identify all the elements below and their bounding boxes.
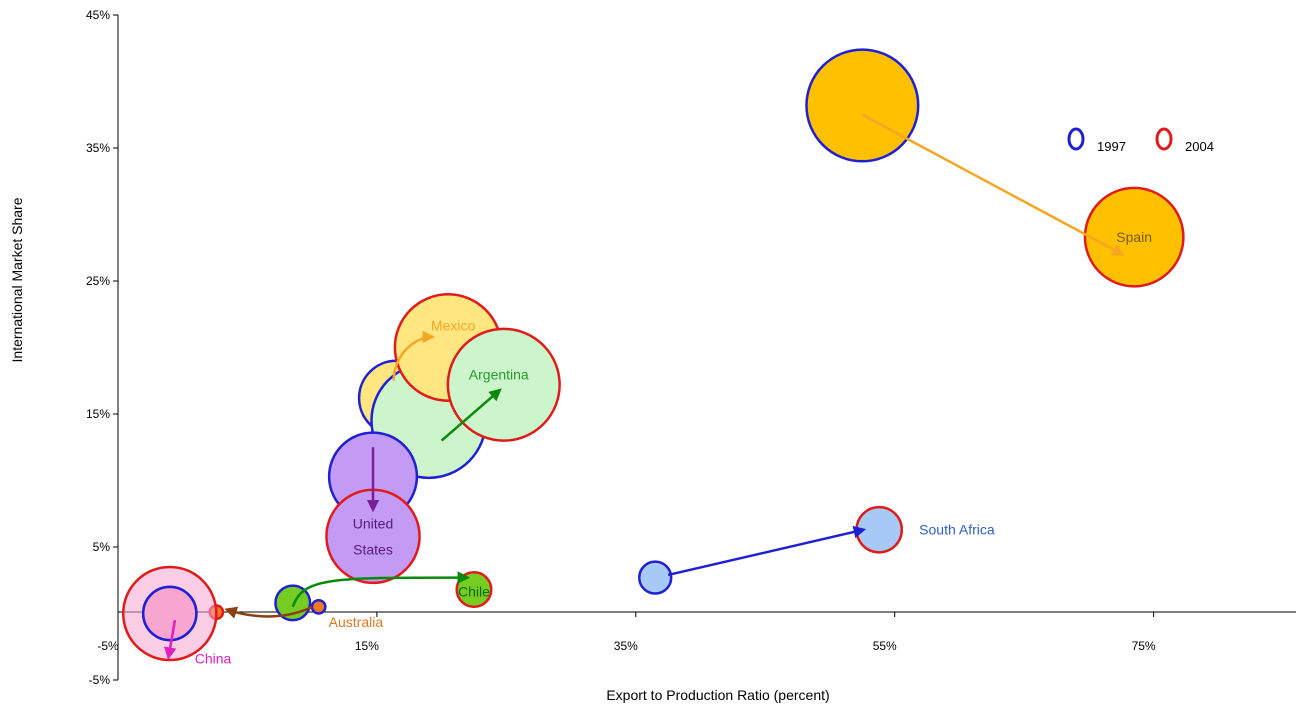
arrow-china: [164, 619, 177, 660]
y-tick-label: 45%: [86, 8, 110, 22]
bubble-2004-china: [121, 565, 218, 662]
arrow-argentina: [440, 388, 502, 442]
point-label-mexico: Mexico: [431, 318, 476, 334]
x-axis-title: Export to Production Ratio (percent): [606, 687, 829, 703]
point-label-united-states: States: [353, 541, 393, 557]
point-label-south-africa: South Africa: [919, 522, 995, 538]
x-tick-label: -5%: [97, 639, 119, 653]
bubble-1997-south-africa: [638, 560, 673, 595]
y-axis-title: International Market Share: [9, 197, 25, 362]
y-tick-label: 35%: [86, 141, 110, 155]
bubble-1997-china-outline: [141, 585, 198, 642]
legend-marker-1997: [1067, 127, 1085, 151]
arrow-chile: [291, 571, 471, 608]
arrow-mexico: [392, 330, 436, 381]
arrows: [164, 113, 1125, 660]
legend: 1997 2004: [1067, 127, 1214, 154]
point-label-australia: Australia: [329, 614, 384, 630]
legend-label-2004: 2004: [1185, 139, 1214, 154]
x-tick-label: 55%: [873, 639, 897, 653]
x-tick-label: 35%: [614, 639, 638, 653]
point-labels: Spain Mexico Argentina United States South Af…: [195, 229, 1152, 666]
arrow-south-africa: [667, 525, 867, 577]
y-tick-label: -5%: [89, 673, 111, 687]
bubble-1997-spain: [805, 48, 920, 163]
point-label-spain: Spain: [1116, 229, 1152, 245]
point-label-china: China: [195, 651, 232, 667]
bubbles: [121, 48, 1185, 662]
point-label-united-states: United: [353, 515, 393, 531]
legend-marker-2004: [1155, 127, 1173, 151]
x-tick-label: 15%: [355, 639, 379, 653]
y-tick-label: 25%: [86, 274, 110, 288]
arrow-australia: [224, 605, 313, 619]
bubble-2004-argentina: [446, 327, 561, 442]
y-tick-label: 15%: [86, 407, 110, 421]
point-label-chile: Chile: [458, 584, 490, 600]
bubble-1997-australia: [310, 598, 327, 615]
arrow-spain: [861, 113, 1125, 256]
legend-label-1997: 1997: [1097, 139, 1126, 154]
x-tick-label: 75%: [1132, 639, 1156, 653]
bubble-2004-spain: [1083, 186, 1185, 288]
y-tick-label: 5%: [93, 540, 111, 554]
point-label-argentina: Argentina: [469, 367, 529, 383]
axes: 45% 35% 25% 15% 5% -5% -5% 15% 35% 55% 75%: [86, 8, 1296, 687]
